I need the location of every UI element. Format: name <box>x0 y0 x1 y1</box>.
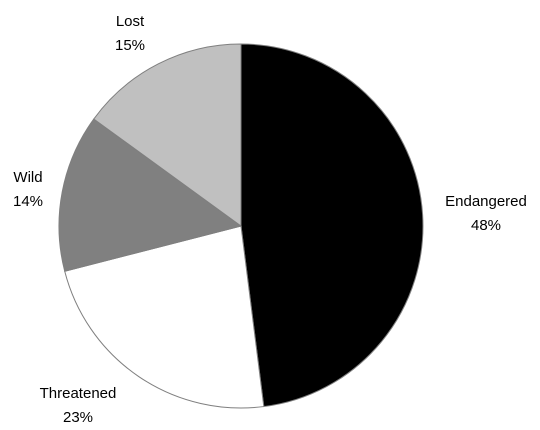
pie-slices <box>58 43 424 409</box>
slice-label-wild-name: Wild <box>13 169 42 186</box>
slice-label-threatened-name: Threatened <box>40 385 117 402</box>
slice-label-endangered-percent: 48% <box>471 217 501 234</box>
slice-label-lost-percent: 15% <box>115 37 145 54</box>
slice-label-endangered-name: Endangered <box>445 193 527 210</box>
slice-label-wild-percent: 14% <box>13 193 43 210</box>
pie-slice-lost <box>93 43 242 227</box>
pie-slice-wild <box>58 118 243 272</box>
slice-label-lost-name: Lost <box>116 13 145 30</box>
slice-label-threatened-percent: 23% <box>63 409 93 426</box>
pie-labels: Endangered 48% Threatened 23% Wild 14% L… <box>13 13 527 426</box>
pie-slice-endangered <box>240 43 424 408</box>
pie-slice-threatened <box>64 225 265 409</box>
